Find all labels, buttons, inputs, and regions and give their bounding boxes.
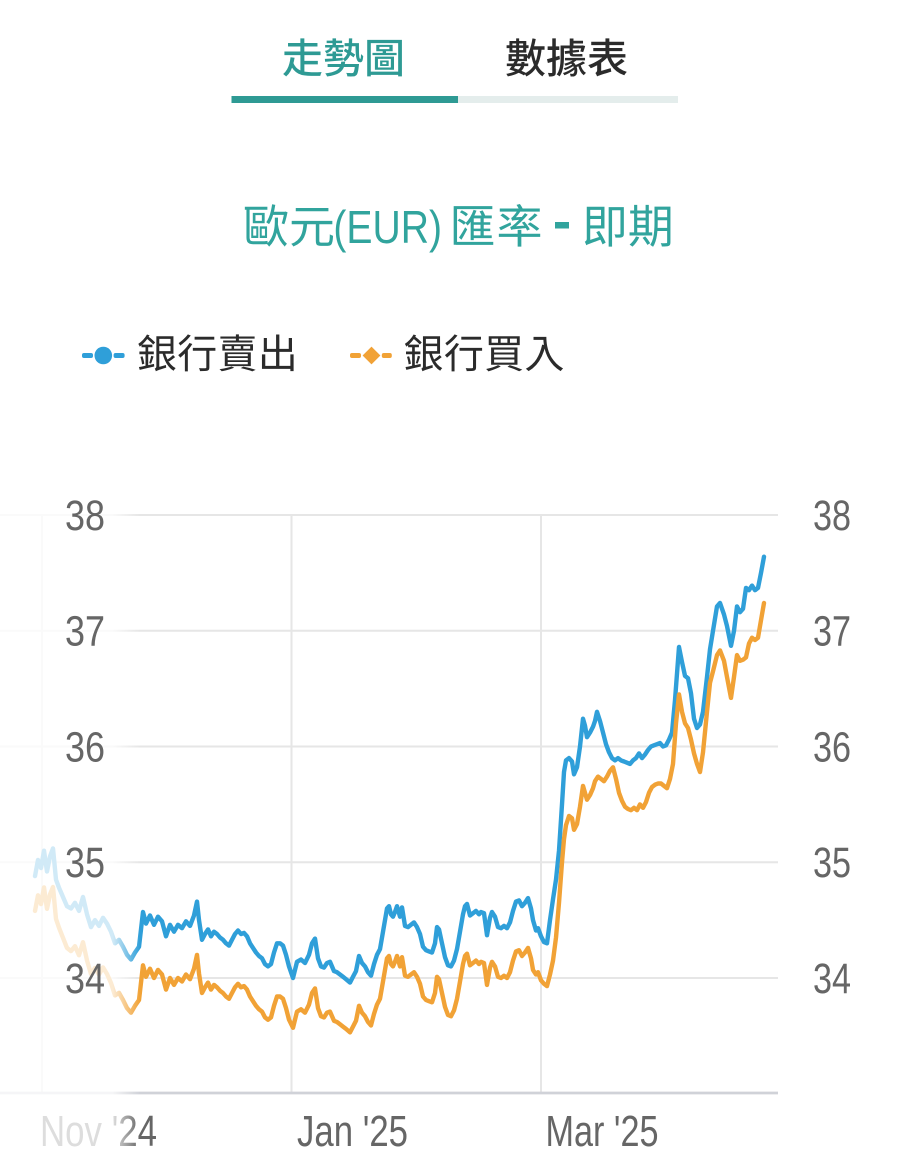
svg-text:37: 37 bbox=[813, 608, 851, 656]
svg-text:(EUR): (EUR) bbox=[333, 201, 442, 253]
svg-text:34: 34 bbox=[813, 955, 851, 1003]
svg-text:36: 36 bbox=[813, 723, 851, 771]
svg-text:36: 36 bbox=[65, 723, 105, 771]
svg-text:35: 35 bbox=[813, 839, 851, 887]
svg-text:Mar '25: Mar '25 bbox=[546, 1107, 659, 1152]
svg-text:34: 34 bbox=[65, 955, 105, 1003]
svg-text:Jan '25: Jan '25 bbox=[297, 1107, 408, 1152]
svg-text:37: 37 bbox=[65, 608, 105, 656]
svg-text:38: 38 bbox=[65, 492, 105, 540]
svg-text:38: 38 bbox=[813, 492, 851, 540]
svg-text:35: 35 bbox=[65, 839, 105, 887]
